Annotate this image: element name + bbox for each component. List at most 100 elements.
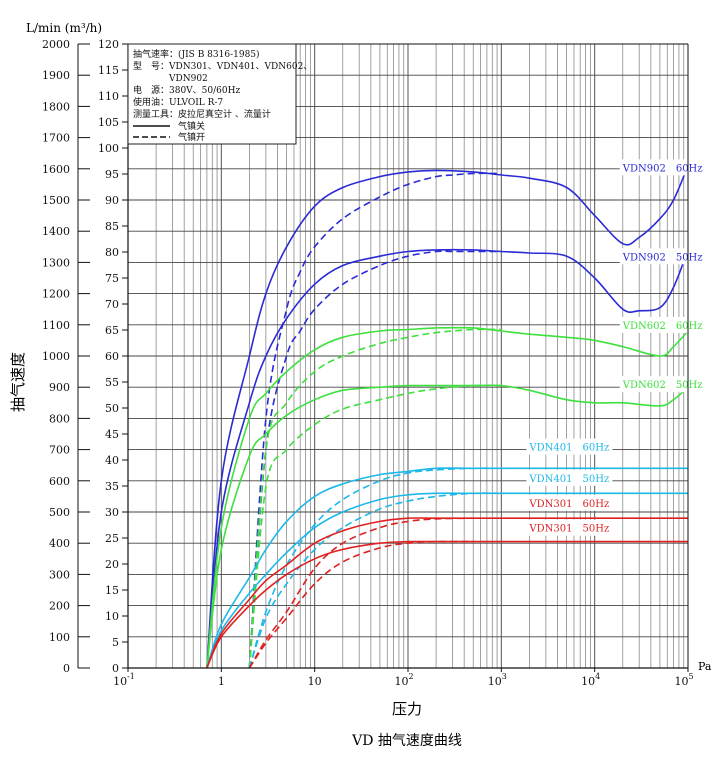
x-tick-exponent: 3 [502, 672, 507, 681]
series-label-bg [619, 159, 706, 176]
y-m3h-tick-label: 55 [105, 376, 119, 389]
y-m3h-tick-label: 115 [98, 64, 119, 77]
y-left-tick-label: 1900 [42, 69, 70, 82]
y-m3h-tick-label: 25 [105, 532, 119, 545]
series-label-bg [619, 376, 706, 393]
y-m3h-tick-label: 85 [105, 220, 119, 233]
y-m3h-tick-label: 120 [98, 38, 119, 51]
x-tick-label: 1 [218, 675, 225, 688]
y-left-tick-label: 600 [49, 475, 70, 488]
series-label-bg [526, 494, 613, 511]
series-group [206, 165, 689, 669]
legend-box [127, 43, 297, 145]
y-m3h-tick-label: 15 [105, 584, 119, 597]
y-axis-unit-label: L/min (m³/h) [26, 21, 102, 35]
y-m3h-tick-label: 50 [105, 402, 119, 415]
y-m3h-tick-label: 70 [105, 298, 119, 311]
series-label-bg [526, 438, 613, 455]
series-line-vdn602-50hz-solid [206, 384, 689, 669]
y-m3h-tick-label: 40 [105, 454, 119, 467]
y-m3h-tick-label: 80 [105, 246, 119, 259]
x-tick-label: 10-1 [113, 672, 135, 688]
y-m3h-tick-label: 45 [105, 428, 119, 441]
y-left-tick-label: 1500 [42, 194, 70, 207]
legend-line-4: 电 源：380V、50/60Hz [133, 84, 240, 96]
y-left-tick-label: 1100 [42, 319, 70, 332]
x-tick-label: 103 [488, 672, 507, 688]
legend-line-1: 抽气速率：(JIS B 8316-1985) [133, 48, 260, 60]
series-label: VDN902 50Hz [622, 252, 703, 263]
y-m3h-tick-label: 65 [105, 324, 119, 337]
y-m3h-tick-label: 0 [112, 662, 119, 675]
series-line-vdn301-60hz-dashed [248, 517, 474, 669]
y-m3h-tick-label: 100 [98, 142, 119, 155]
legend-line-6: 测量工具：皮拉尼真空计 、流量计 [133, 108, 271, 120]
y-m3h-tick-label: 30 [105, 506, 119, 519]
series-line-vdn902-60hz-solid [206, 165, 689, 669]
y-m3h-tick-label: 35 [105, 480, 119, 493]
series-line-vdn401-60hz-dashed [248, 467, 502, 669]
legend-dashed-label: 气镇开 [178, 131, 205, 143]
x-tick-label: 104 [581, 672, 600, 688]
series-line-vdn902-50hz-solid [206, 248, 689, 669]
series-label-bg [619, 248, 706, 265]
y-left-tick-label: 200 [49, 600, 70, 613]
x-tick-label: 105 [674, 672, 693, 688]
series-line-vdn301-60hz-solid [206, 517, 688, 669]
series-line-vdn902-50hz-dashed [248, 250, 502, 669]
y-axis-title: 抽气速度 [9, 352, 27, 412]
y-m3h-tick-label: 90 [105, 194, 119, 207]
y-m3h-tick-label: 5 [112, 636, 119, 649]
series-label: VDN602 60Hz [622, 321, 703, 332]
y-left-tick-label: 500 [49, 506, 70, 519]
series-line-vdn602-60hz-dashed [248, 328, 502, 669]
y-m3h-tick-label: 95 [105, 168, 119, 181]
series-label: VDN401 60Hz [528, 443, 609, 454]
y-left-tick-label: 1700 [42, 132, 70, 145]
series-line-vdn401-60hz-solid [206, 467, 688, 669]
series-line-vdn602-60hz-solid [206, 326, 689, 669]
series-line-vdn301-50hz-solid [206, 540, 688, 669]
x-tick-exponent: -1 [127, 672, 135, 681]
series-label: VDN902 60Hz [622, 163, 703, 174]
y-left-tick-label: 1000 [42, 350, 70, 363]
y-m3h-tick-label: 10 [105, 610, 119, 623]
legend: 抽气速率：(JIS B 8316-1985) 型 号：VDN301、VDN401… [127, 43, 312, 145]
series-label: VDN301 50Hz [528, 524, 609, 535]
axes-group: 0100200300400500600700800900100011001200… [42, 38, 694, 688]
series-label-bg [619, 316, 706, 333]
y-m3h-tick-label: 20 [105, 558, 119, 571]
y-m3h-tick-label: 60 [105, 350, 119, 363]
x-axis-title: 压力 [392, 700, 422, 718]
series-line-vdn902-60hz-dashed [248, 172, 502, 669]
series-label: VDN401 50Hz [528, 474, 609, 485]
x-tick-label: 10 [308, 675, 322, 688]
x-tick-exponent: 4 [595, 672, 600, 681]
y-left-tick-label: 1300 [42, 256, 70, 269]
series-label-bg [526, 519, 613, 536]
legend-line-2: 型 号：VDN301、VDN401、VDN602、 [133, 61, 312, 72]
y-m3h-tick-label: 105 [98, 116, 119, 129]
x-tick-exponent: 2 [408, 672, 413, 681]
y-left-tick-label: 900 [49, 381, 70, 394]
y-left-tick-label: 1200 [42, 288, 70, 301]
y-left-tick-label: 300 [49, 568, 70, 581]
series-label: VDN301 60Hz [528, 499, 609, 510]
y-left-tick-label: 2000 [42, 38, 70, 51]
series-line-vdn401-50hz-dashed [248, 492, 502, 669]
y-left-tick-label: 400 [49, 537, 70, 550]
y-m3h-tick-label: 110 [98, 90, 119, 103]
series-label: VDN602 50Hz [622, 380, 703, 391]
y-m3h-tick-label: 75 [105, 272, 119, 285]
legend-solid-label: 气镇关 [178, 120, 205, 132]
series-label-bg [526, 469, 613, 486]
legend-line-5: 使用油：ULVOIL R-7 [133, 96, 223, 108]
y-left-tick-label: 800 [49, 412, 70, 425]
x-tick-label: 102 [394, 672, 413, 688]
series-labels-group: VDN902 60Hz VDN902 50Hz VDN602 60Hz VDN602 … [526, 159, 706, 536]
series-line-vdn301-50hz-dashed [248, 540, 474, 669]
series-line-vdn602-50hz-dashed [248, 384, 502, 669]
legend-line-3: VDN902 [133, 74, 208, 84]
x-tick-exponent: 5 [688, 672, 693, 681]
